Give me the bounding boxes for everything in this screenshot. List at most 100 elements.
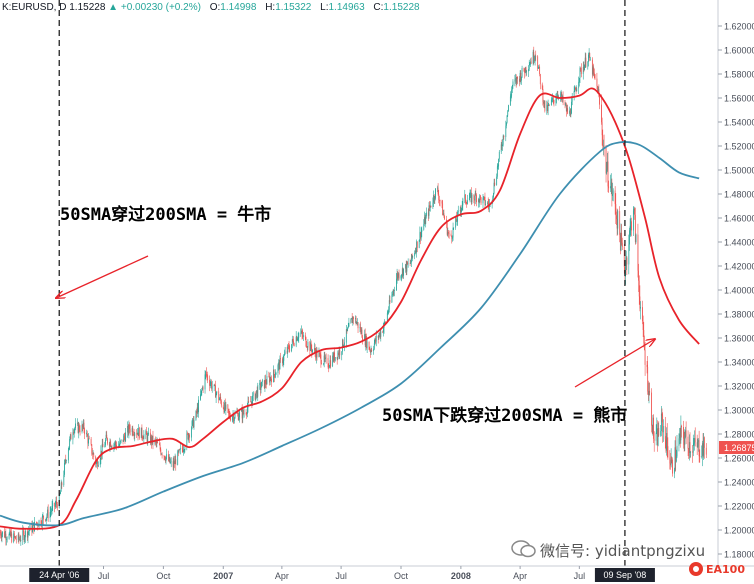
candle-body — [547, 104, 548, 112]
candle-body — [397, 273, 399, 278]
candle-body — [220, 400, 222, 406]
candle-body — [268, 376, 270, 377]
candle-body — [530, 61, 532, 64]
candle-body — [183, 450, 184, 452]
candle-body — [218, 391, 220, 401]
candle-body — [498, 151, 500, 159]
candle-body — [90, 438, 92, 445]
candle-body — [571, 97, 573, 102]
candle-body — [656, 428, 658, 433]
candle-body — [623, 246, 625, 267]
candle-body — [315, 352, 317, 359]
candle-body — [355, 317, 356, 320]
x-axis[interactable]: 24 Apr '06 Jul Oct 2007 Apr Jul Oct 2008 Apr Jul 0… — [0, 565, 754, 582]
candle-body — [102, 443, 104, 448]
candle-body — [366, 336, 367, 348]
candle-body — [543, 102, 544, 104]
candle-body — [409, 263, 411, 264]
candle-body — [250, 401, 252, 403]
candle-body — [319, 353, 321, 355]
candle-body — [265, 379, 266, 384]
candle-body — [698, 440, 700, 457]
candle-body — [209, 379, 211, 386]
candle-body — [401, 268, 403, 275]
candle-body — [487, 202, 489, 205]
candle-body — [54, 502, 56, 507]
candle-body — [231, 417, 233, 421]
candle-body — [140, 427, 142, 439]
candle-body — [257, 384, 259, 397]
candle-body — [665, 439, 667, 451]
candle-body — [465, 202, 467, 204]
candle-body — [315, 349, 317, 359]
candle-body — [517, 76, 518, 79]
candle-body — [639, 296, 641, 309]
candle-body — [233, 415, 235, 421]
candle-body — [634, 214, 636, 242]
y-tick-label: 1.38000 — [724, 310, 754, 320]
candle-body — [685, 430, 686, 438]
candle-body — [36, 521, 37, 525]
candle-body — [599, 95, 600, 105]
candle-body — [480, 195, 481, 198]
candle-body — [15, 539, 17, 540]
candle-body — [606, 161, 608, 170]
candle-body — [647, 366, 649, 392]
candle-body — [174, 461, 175, 464]
candle-body — [292, 339, 294, 341]
candle-body — [524, 71, 526, 74]
candle-body — [28, 531, 30, 532]
candle-body — [384, 321, 386, 323]
candle-body — [421, 229, 423, 232]
candle-body — [702, 443, 704, 456]
candle-body — [107, 438, 108, 444]
candle-body — [578, 81, 580, 89]
candle-body — [539, 74, 541, 85]
bull-annotation: 50SMA穿过200SMA = 牛市 — [60, 205, 272, 225]
candle-body — [149, 432, 151, 444]
candle-body — [4, 533, 6, 538]
candle-body — [87, 436, 89, 444]
crossover-markers — [58, 0, 626, 566]
candle-body — [311, 348, 313, 353]
candle-body — [263, 380, 265, 388]
candle-body — [585, 57, 587, 67]
ohlc-header: K:EURUSD, D 1.15228 ▲ +0.00230 (+0.2%) O… — [0, 0, 426, 16]
candle-body — [46, 515, 48, 518]
candle-body — [224, 402, 225, 413]
candle-body — [578, 77, 580, 82]
candle-body — [416, 241, 418, 253]
candle-body — [415, 250, 417, 253]
candle-body — [582, 67, 584, 75]
candle-body — [305, 337, 307, 347]
candle-body — [514, 79, 516, 82]
candle-body — [109, 441, 111, 447]
symbol-label[interactable]: K:EURUSD, D — [2, 2, 67, 13]
candle-body — [509, 96, 511, 106]
candle-body — [611, 182, 613, 196]
candle-body — [638, 270, 639, 281]
candle-body — [306, 346, 307, 348]
candle-body — [539, 66, 541, 75]
candle-body — [546, 104, 548, 111]
y-axis[interactable]: 1.18000 1.20000 1.22000 1.24000 1.26000 1.280… — [717, 0, 754, 584]
candle-body — [291, 339, 293, 345]
candle-body — [442, 203, 444, 216]
x-tick-box — [29, 568, 90, 582]
candle-body — [155, 440, 157, 443]
candle-body — [628, 244, 630, 265]
candle-body — [323, 355, 325, 364]
x-tick-label: 2007 — [213, 571, 233, 581]
candle-body — [438, 194, 440, 201]
candle-body — [506, 115, 508, 123]
candle-body — [142, 436, 143, 439]
candle-body — [407, 263, 409, 265]
candle-body — [644, 342, 645, 351]
change-text: +0.00230 (+0.2%) — [120, 2, 201, 13]
candle-body — [64, 459, 66, 464]
candle-body — [223, 408, 225, 413]
candle-body — [159, 444, 161, 450]
candle-body — [387, 312, 389, 314]
candle-body — [596, 78, 598, 86]
